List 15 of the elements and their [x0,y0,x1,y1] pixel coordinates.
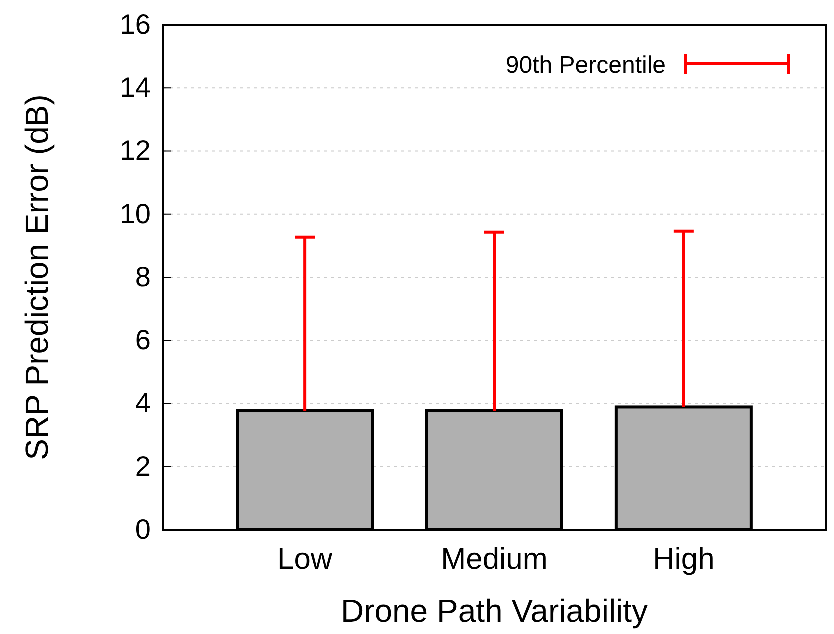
y-tick-label: 14 [120,72,151,104]
annotation: 90th Percentile [506,52,666,79]
x-tick-label: High [653,543,715,576]
y-tick-label: 4 [135,388,151,419]
y-tick-label: 16 [120,8,151,40]
y-tick-label: 0 [135,514,151,545]
y-tick-label: 10 [120,198,151,230]
y-tick-label: 2 [135,450,151,482]
y-axis-title: SRP Prediction Error (dB) [19,94,55,460]
y-tick-label: 6 [135,324,151,356]
x-tick-label: Low [278,543,333,576]
y-tick-label: 8 [135,261,151,292]
x-tick-label: Medium [441,543,548,576]
y-tick-label: 12 [120,135,151,166]
x-axis-title: Drone Path Variability [340,593,648,629]
